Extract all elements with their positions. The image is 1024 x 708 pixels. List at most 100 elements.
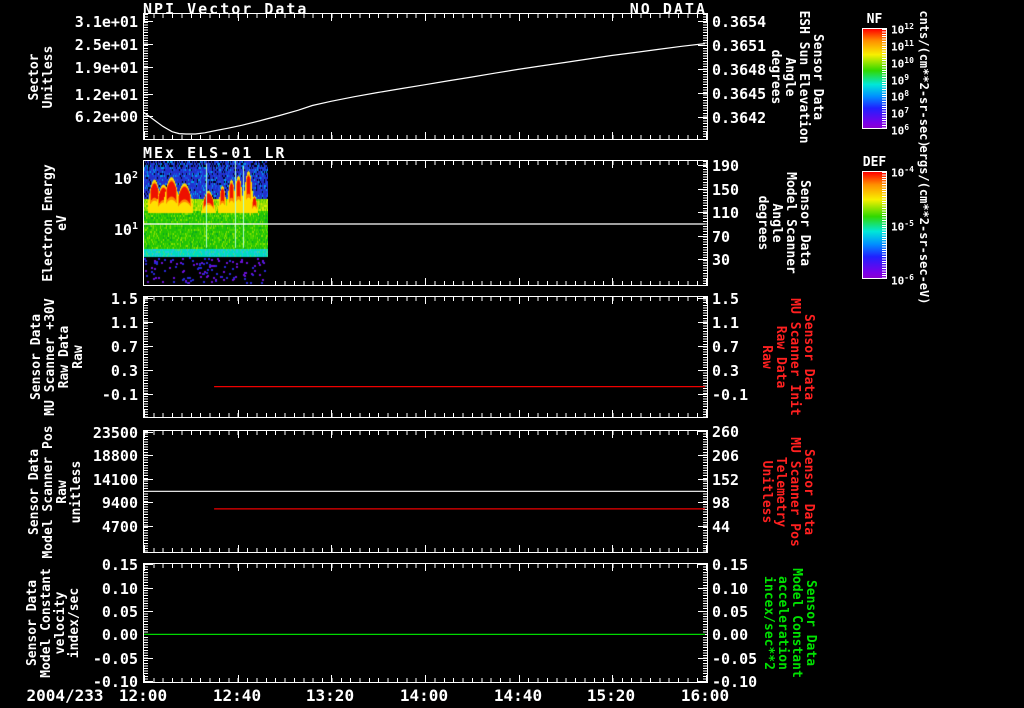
y-major-tick <box>698 370 707 371</box>
x-major-tick <box>706 431 707 438</box>
x-major-tick <box>612 132 613 139</box>
y-major-tick <box>144 502 153 503</box>
x-major-tick <box>612 431 613 438</box>
y-major-tick <box>698 165 707 166</box>
y-tick-label: 70 <box>712 228 731 246</box>
x-major-tick <box>425 410 426 417</box>
y-tick-label: 2.5e+01 <box>74 36 138 54</box>
y-tick-label: 0.05 <box>712 603 749 621</box>
y-major-tick <box>698 322 707 323</box>
x-major-tick <box>331 410 332 417</box>
colorbar-minor-ticks <box>882 172 886 278</box>
x-major-tick <box>331 14 332 21</box>
y-tick-label: 23500 <box>92 424 138 442</box>
left-axis-label: Electron Energy eV <box>41 164 70 282</box>
x-major-tick <box>425 675 426 682</box>
y-tick-label: 0.15 <box>101 556 138 574</box>
minor-ticks <box>703 564 707 682</box>
x-tick-label: 14:40 <box>493 686 543 705</box>
minor-ticks <box>144 564 148 682</box>
x-major-tick <box>706 410 707 417</box>
y-major-tick <box>698 93 707 94</box>
y-major-tick <box>698 346 707 347</box>
minor-ticks <box>144 14 148 139</box>
y-tick-label: -0.10 <box>712 673 758 691</box>
panel-model-constant-plot <box>143 563 708 683</box>
y-major-tick <box>144 681 153 682</box>
x-major-tick <box>706 278 707 285</box>
y-tick-label: 44 <box>712 518 731 536</box>
x-major-tick <box>612 278 613 285</box>
y-major-tick <box>144 370 153 371</box>
x-major-tick <box>519 161 520 168</box>
x-major-tick <box>144 14 145 21</box>
x-major-tick <box>425 278 426 285</box>
y-tick-label: 0.7 <box>110 338 138 356</box>
y-major-tick <box>144 432 153 433</box>
y-major-tick <box>144 479 153 480</box>
x-major-tick <box>612 14 613 21</box>
x-major-tick <box>519 410 520 417</box>
y-major-tick <box>698 298 707 299</box>
y-major-tick <box>144 526 153 527</box>
x-major-tick <box>331 297 332 304</box>
y-major-tick <box>698 21 707 22</box>
y-major-tick <box>698 588 707 589</box>
right-axis-label: Sensor Data Model Scanner Angle degrees <box>755 172 812 274</box>
x-major-tick <box>331 675 332 682</box>
series-lines <box>144 43 705 135</box>
x-major-tick <box>612 564 613 571</box>
y-tick-label: 0.3654 <box>712 13 767 31</box>
colorbar-tick-label: 1010 <box>891 56 914 71</box>
y-major-tick <box>698 45 707 46</box>
y-major-tick <box>698 455 707 456</box>
y-tick-label: 0.3 <box>110 362 138 380</box>
x-major-tick <box>238 410 239 417</box>
panel-mu-scanner-plot <box>143 296 708 418</box>
x-major-tick <box>331 132 332 139</box>
x-major-tick <box>144 564 145 571</box>
x-major-tick <box>612 675 613 682</box>
colorbar-tick-label: 107 <box>891 106 910 121</box>
series-sector <box>144 43 705 135</box>
y-tick-label: 18800 <box>92 447 138 465</box>
x-major-tick <box>238 431 239 438</box>
els-spectrogram-image <box>144 161 268 285</box>
y-tick-label: 0.05 <box>101 603 138 621</box>
right-axis-label: Sensor Data MU Scanner Pos Telemetry Uni… <box>759 436 816 547</box>
left-axis-label: Sensor Data MU Scanner +30V Raw Data Raw <box>29 298 86 416</box>
x-major-tick <box>144 297 145 304</box>
y-major-tick <box>698 189 707 190</box>
x-major-tick <box>612 161 613 168</box>
x-major-tick <box>144 675 145 682</box>
minor-ticks <box>703 161 707 285</box>
y-major-tick <box>698 479 707 480</box>
y-tick-label: 9400 <box>101 494 138 512</box>
x-major-tick <box>425 14 426 21</box>
y-major-tick <box>144 658 153 659</box>
y-tick-label: 1.5 <box>712 290 740 308</box>
y-tick-label: 206 <box>712 447 740 465</box>
x-major-tick <box>519 278 520 285</box>
y-tick-label: 110 <box>712 204 740 222</box>
x-major-tick <box>331 564 332 571</box>
minor-ticks <box>144 297 148 417</box>
panel-scanner-pos-plot <box>143 430 708 553</box>
x-axis-date-label: 2004/233 <box>26 686 104 705</box>
x-major-tick <box>238 132 239 139</box>
left-axis-label: Sensor Data Model Constant velocity inde… <box>25 568 82 678</box>
y-tick-label: 152 <box>712 471 740 489</box>
y-major-tick <box>698 526 707 527</box>
y-tick-label: 0.00 <box>101 626 138 644</box>
nf-colorbar-title: NF <box>866 12 883 27</box>
x-major-tick <box>425 132 426 139</box>
y-major-tick <box>698 681 707 682</box>
x-major-tick <box>519 675 520 682</box>
colorbar-minor-ticks <box>882 29 886 128</box>
y-tick-label: 0.3642 <box>712 109 767 127</box>
colorbar-unit-label: ergs/(cm**2-sr-sec-eV) <box>917 145 931 305</box>
y-major-tick <box>698 259 707 260</box>
minor-ticks <box>703 14 707 139</box>
left-axis-label: Sector Unitless <box>27 45 56 108</box>
x-major-tick <box>706 545 707 552</box>
